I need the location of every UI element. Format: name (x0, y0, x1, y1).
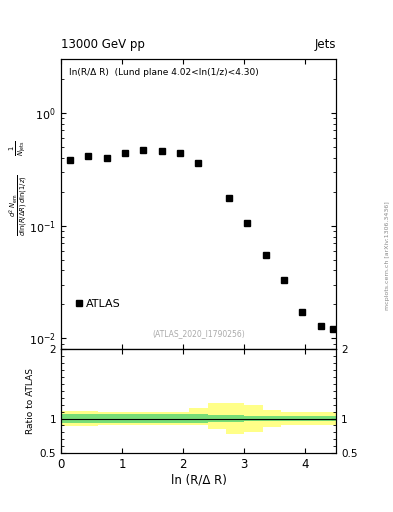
Legend: ATLAS: ATLAS (75, 299, 121, 309)
ATLAS (123, 150, 127, 156)
Text: $\frac{1}{N_\mathrm{jets}}$: $\frac{1}{N_\mathrm{jets}}$ (7, 140, 28, 157)
ATLAS (331, 327, 335, 333)
ATLAS (68, 157, 72, 163)
ATLAS (245, 220, 250, 226)
ATLAS (141, 146, 146, 153)
Line: ATLAS: ATLAS (67, 147, 336, 332)
ATLAS (318, 323, 323, 329)
X-axis label: ln (R/Δ R): ln (R/Δ R) (171, 474, 226, 487)
Y-axis label: Ratio to ATLAS: Ratio to ATLAS (26, 368, 35, 434)
Text: ln(R/Δ R)  (Lund plane 4.02<ln(1/z)<4.30): ln(R/Δ R) (Lund plane 4.02<ln(1/z)<4.30) (69, 68, 259, 77)
Text: $\frac{d^2\,N_\mathrm{em}}{d\ln(R/\Delta R)\,d\ln(1/z)}$: $\frac{d^2\,N_\mathrm{em}}{d\ln(R/\Delta… (8, 174, 30, 236)
Text: (ATLAS_2020_I1790256): (ATLAS_2020_I1790256) (152, 329, 245, 338)
ATLAS (160, 148, 164, 154)
Text: mcplots.cern.ch [arXiv:1306.3436]: mcplots.cern.ch [arXiv:1306.3436] (385, 202, 390, 310)
Text: Jets: Jets (314, 38, 336, 51)
ATLAS (300, 309, 305, 315)
Text: 13000 GeV pp: 13000 GeV pp (61, 38, 145, 51)
ATLAS (178, 150, 182, 156)
ATLAS (263, 252, 268, 258)
ATLAS (196, 160, 201, 166)
ATLAS (86, 154, 91, 160)
ATLAS (227, 195, 231, 201)
ATLAS (105, 155, 109, 161)
ATLAS (282, 277, 286, 283)
